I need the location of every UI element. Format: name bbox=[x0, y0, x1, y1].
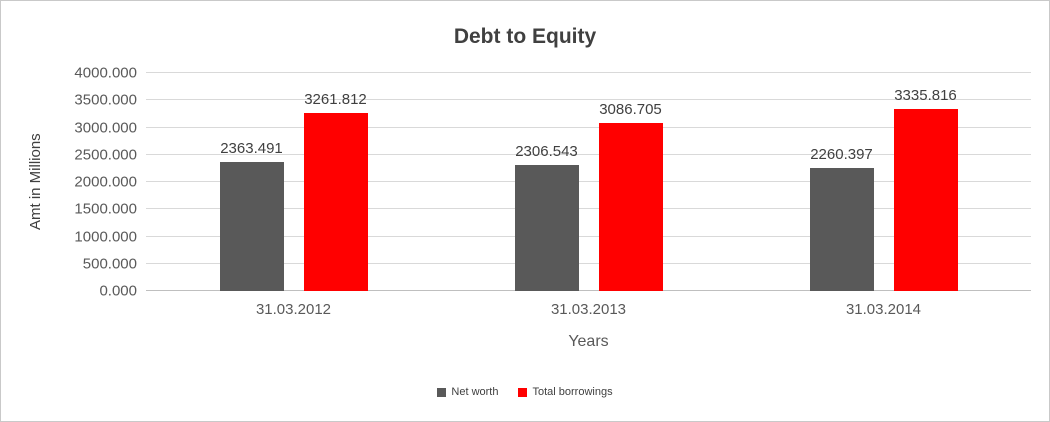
gridline bbox=[146, 153, 1031, 155]
bar bbox=[514, 165, 579, 291]
plot-area: 2363.491 3261.812 2306.543 3086.705 2260.397… bbox=[146, 72, 1031, 291]
bar-value-label: 3335.816 bbox=[894, 87, 957, 105]
gridline bbox=[146, 72, 1031, 73]
chart-title: Debt to Equity bbox=[453, 25, 597, 48]
x-tick-label: 31.03.2012 bbox=[255, 301, 332, 318]
bar-group: 2260.397 3335.816 bbox=[736, 73, 1031, 291]
bar bbox=[598, 122, 663, 291]
bar-value-label: 3086.705 bbox=[599, 100, 662, 118]
y-tick-label: 3500.000 bbox=[74, 91, 137, 109]
bar bbox=[219, 162, 284, 291]
y-tick-label: 1000.000 bbox=[74, 228, 137, 245]
gridline bbox=[146, 126, 1031, 128]
x-tick-label: 31.03.2013 bbox=[550, 301, 627, 318]
gridline bbox=[146, 290, 1031, 291]
bar-cell: 2306.543 bbox=[514, 73, 579, 291]
gridline bbox=[146, 181, 1031, 182]
bar-cell: 3335.816 bbox=[893, 73, 958, 291]
x-tick-label: 31.03.2014 bbox=[845, 301, 922, 318]
bar-groups: 2363.491 3261.812 2306.543 3086.705 2260.397… bbox=[146, 73, 1031, 291]
legend: Net worth Total borrowings bbox=[1, 386, 1049, 398]
y-tick-label: 1500.000 bbox=[74, 200, 137, 218]
legend-item: Total borrowings bbox=[518, 386, 613, 398]
bar-cell: 2260.397 bbox=[809, 73, 874, 291]
x-axis-title: Years bbox=[568, 333, 609, 350]
legend-item: Net worth bbox=[437, 386, 498, 398]
legend-label: Net worth bbox=[451, 386, 499, 398]
y-tick-label: 4000.000 bbox=[74, 64, 137, 82]
y-tick-label: 2000.000 bbox=[74, 173, 137, 191]
y-tick-label: 0.000 bbox=[99, 282, 137, 300]
bar-value-label: 2306.543 bbox=[515, 143, 578, 161]
gridline bbox=[146, 262, 1031, 264]
bar-value-label: 3261.812 bbox=[304, 91, 367, 109]
bar-group: 2363.491 3261.812 bbox=[146, 73, 441, 291]
bar-cell: 3086.705 bbox=[598, 73, 663, 291]
gridline bbox=[146, 99, 1031, 101]
legend-swatch-icon bbox=[518, 387, 528, 397]
bar-group: 2306.543 3086.705 bbox=[441, 73, 736, 291]
gridline bbox=[146, 235, 1031, 237]
legend-swatch-icon bbox=[437, 387, 447, 397]
bar-value-label: 2260.397 bbox=[810, 145, 873, 163]
legend-label: Total borrowings bbox=[532, 386, 613, 398]
bar bbox=[303, 113, 368, 291]
y-tick-label: 3000.000 bbox=[74, 119, 137, 136]
y-tick-label: 500.000 bbox=[82, 255, 137, 273]
bar bbox=[809, 167, 874, 291]
bar-cell: 2363.491 bbox=[219, 73, 284, 291]
y-axis-tick-labels: 0.000 500.000 1000.000 1500.000 2000.000 2500… bbox=[47, 66, 137, 299]
gridline bbox=[146, 208, 1031, 210]
x-axis-tick-labels: 31.03.2012 31.03.2013 31.03.2014 bbox=[146, 301, 1031, 318]
bar-cell: 3261.812 bbox=[303, 73, 368, 291]
y-tick-label: 2500.000 bbox=[74, 146, 137, 164]
bar-value-label: 2363.491 bbox=[220, 140, 283, 158]
bar bbox=[893, 109, 958, 291]
y-axis-title: Amt in Millions bbox=[27, 133, 44, 231]
